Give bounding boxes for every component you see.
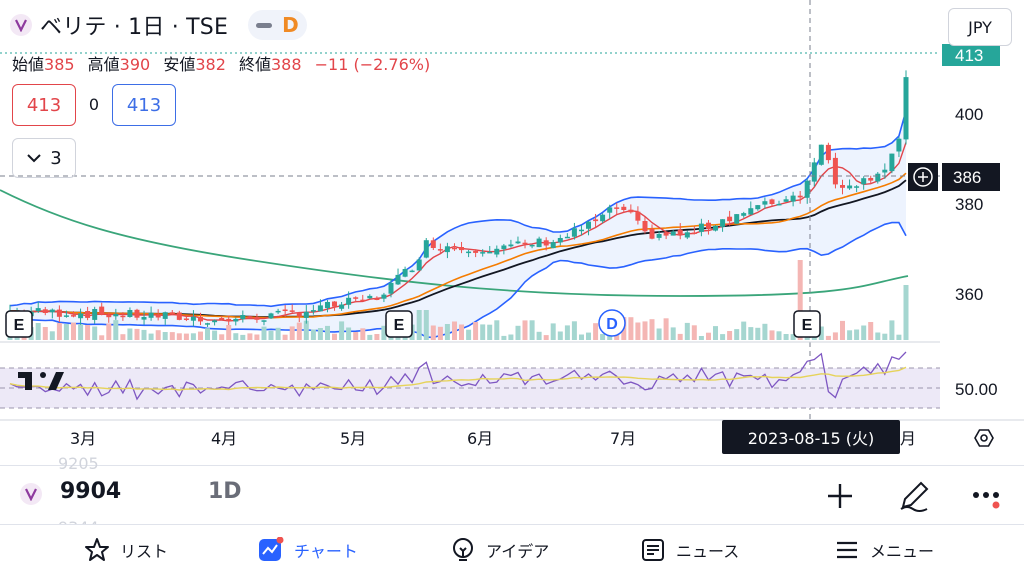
earnings-marker[interactable]: E bbox=[793, 310, 821, 338]
add-alert-button[interactable] bbox=[908, 163, 938, 191]
more-dots-icon bbox=[973, 492, 1000, 509]
high-label: 高値 bbox=[87, 55, 120, 74]
symbol-logo-icon bbox=[20, 483, 42, 505]
nav-item-chart[interactable]: チャート bbox=[258, 535, 358, 565]
time-tick: 7月 bbox=[610, 429, 636, 448]
close-label: 終値 bbox=[238, 55, 271, 74]
add-button[interactable] bbox=[820, 476, 860, 516]
drawing-button[interactable] bbox=[894, 476, 934, 516]
chart-title[interactable]: ベリテ · 1日 · TSE bbox=[40, 15, 229, 40]
time-tick: 5月 bbox=[340, 429, 366, 448]
svg-text:E: E bbox=[14, 317, 25, 334]
menu-icon bbox=[837, 541, 857, 559]
price-tick: 360 bbox=[955, 285, 983, 304]
open-label: 始値 bbox=[12, 55, 45, 74]
timeframe-selector[interactable]: 1D bbox=[208, 479, 242, 504]
ghost-symbol: 9205 bbox=[58, 454, 99, 473]
nav-label: チャート bbox=[294, 542, 358, 561]
rsi-level-label: 50.00 bbox=[955, 380, 998, 399]
time-tick: 4月 bbox=[211, 429, 237, 448]
currency-label: JPY bbox=[968, 17, 992, 37]
sell-price: 413 bbox=[26, 94, 62, 116]
buy-price: 413 bbox=[126, 94, 162, 116]
earnings-marker[interactable]: E bbox=[5, 310, 33, 338]
last-price-label: 413 bbox=[942, 44, 1000, 66]
crosshair-date-label: 2023-08-15 (火) bbox=[722, 420, 900, 454]
low-label: 安値 bbox=[163, 55, 196, 74]
time-tick: 3月 bbox=[70, 429, 96, 448]
pen-icon bbox=[900, 481, 929, 512]
symbol-code[interactable]: 9904 bbox=[60, 479, 122, 504]
bottom-navigation: リスト チャート アイデア ニュース メニュー bbox=[0, 524, 1024, 577]
news-icon bbox=[642, 539, 664, 561]
svg-text:413: 413 bbox=[955, 46, 983, 65]
nav-item-list[interactable]: リスト bbox=[84, 535, 168, 565]
idea-icon bbox=[453, 538, 473, 561]
earnings-marker[interactable]: E bbox=[385, 310, 413, 338]
price-chart[interactable]: E E D E 400 380 360 413 386 50.00 3月 4月 … bbox=[0, 0, 1024, 465]
plus-icon bbox=[828, 484, 852, 508]
nav-label: リスト bbox=[120, 542, 169, 561]
star-icon bbox=[85, 538, 109, 561]
dividend-marker[interactable]: D bbox=[598, 309, 626, 337]
nav-label: メニュー bbox=[870, 542, 935, 561]
svg-text:E: E bbox=[802, 317, 813, 334]
currency-button[interactable]: JPY bbox=[948, 8, 1012, 46]
nav-label: アイデア bbox=[486, 542, 550, 561]
ohlc-legend: 始値385 高値390 安値382 終値388 −11 (−2.76%) bbox=[12, 51, 438, 75]
more-button[interactable] bbox=[966, 476, 1006, 516]
price-tick: 380 bbox=[955, 195, 983, 214]
nav-item-menu[interactable]: メニュー bbox=[834, 535, 934, 565]
change-value: −11 (−2.76%) bbox=[314, 55, 431, 74]
time-tick: 6月 bbox=[467, 429, 493, 448]
indicators-count: 3 bbox=[50, 147, 62, 169]
symbol-bar: 9205 9904 1D 9344 bbox=[0, 454, 1024, 537]
svg-text:386: 386 bbox=[953, 168, 981, 187]
chevron-down-icon bbox=[27, 154, 41, 163]
high-value: 390 bbox=[119, 55, 151, 74]
buy-button[interactable]: 413 bbox=[112, 84, 176, 126]
chart-icon bbox=[259, 537, 284, 561]
svg-text:E: E bbox=[394, 317, 405, 334]
indicators-toggle[interactable]: 3 bbox=[12, 138, 76, 178]
svg-text:D: D bbox=[606, 316, 618, 333]
price-tick: 400 bbox=[955, 105, 983, 124]
spread-value: 0 bbox=[88, 94, 100, 114]
sell-button[interactable]: 413 bbox=[12, 84, 76, 126]
symbol-logo-icon bbox=[10, 14, 32, 36]
close-value: 388 bbox=[270, 55, 302, 74]
chart-settings-icon[interactable] bbox=[974, 429, 994, 447]
low-value: 382 bbox=[195, 55, 226, 74]
nav-item-news[interactable]: ニュース bbox=[640, 535, 739, 565]
timeframe-badge: D bbox=[282, 13, 299, 37]
crosshair-price-label: 386 bbox=[942, 163, 1000, 191]
nav-item-ideas[interactable]: アイデア bbox=[450, 535, 549, 565]
open-value: 385 bbox=[44, 55, 75, 74]
tradingview-logo bbox=[18, 372, 64, 390]
time-tick: 月 bbox=[900, 429, 916, 448]
chart-header: ベリテ · 1日 · TSE D bbox=[10, 8, 307, 42]
timeframe-pill[interactable]: D bbox=[248, 10, 307, 40]
minus-icon bbox=[256, 22, 273, 28]
plus-circle-icon bbox=[913, 167, 933, 187]
nav-label: ニュース bbox=[676, 542, 740, 561]
